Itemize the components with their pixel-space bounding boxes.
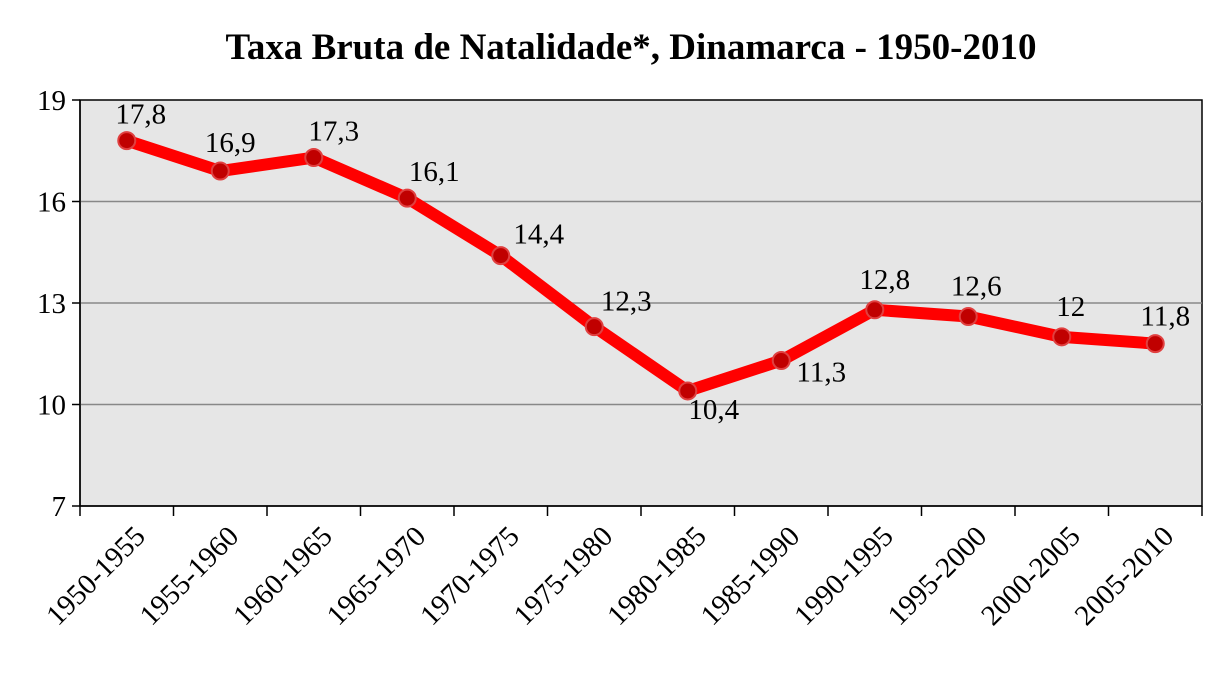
y-tick-label: 19	[37, 85, 66, 117]
data-label: 12	[1056, 291, 1085, 323]
y-tick-label: 7	[52, 491, 67, 523]
chart-title: Taxa Bruta de Natalidade*, Dinamarca - 1…	[225, 27, 1037, 68]
data-label: 16,9	[205, 127, 256, 159]
x-tick-label: 2000-2005	[975, 520, 1086, 631]
data-point-marker	[771, 351, 791, 371]
data-point-marker	[397, 188, 417, 208]
x-tick-label: 1975-1980	[508, 520, 619, 631]
y-tick-label: 13	[37, 288, 66, 320]
data-point-marker	[958, 307, 978, 327]
x-tick-label: 1955-1960	[134, 520, 245, 631]
data-label: 12,6	[951, 271, 1002, 303]
x-tick-label: 1965-1970	[321, 520, 432, 631]
x-tick-label: 1995-2000	[882, 520, 993, 631]
data-label: 11,3	[796, 357, 846, 389]
data-label: 14,4	[513, 219, 564, 251]
series-line	[120, 134, 1162, 397]
y-tick-label: 10	[37, 390, 66, 422]
x-tick-label: 1970-1975	[414, 520, 525, 631]
data-label: 12,8	[859, 264, 910, 296]
data-point-marker	[491, 246, 511, 266]
x-tick-label: 1990-1995	[788, 520, 899, 631]
data-point-marker	[1052, 327, 1072, 347]
data-point-marker	[304, 148, 324, 168]
series-line-group	[117, 131, 1165, 401]
data-label: 17,3	[308, 116, 359, 148]
x-tick-label: 2005-2010	[1069, 520, 1180, 631]
data-label: 16,1	[409, 156, 460, 188]
x-tick-label: 1980-1985	[601, 520, 712, 631]
x-tick-label: 1950-1955	[40, 520, 151, 631]
data-point-marker	[1145, 334, 1165, 354]
data-labels: 17,8 16,9 17,3 16,1 14,4 12,3 10,4 11,3 12,8 12,6…	[115, 99, 1190, 426]
x-tick-label: 1985-1990	[695, 520, 806, 631]
data-label: 10,4	[688, 394, 739, 426]
data-point-marker	[117, 131, 137, 151]
y-tick-label: 16	[37, 187, 66, 219]
data-label: 11,8	[1140, 301, 1190, 333]
data-point-marker	[210, 161, 230, 181]
data-label: 12,3	[601, 286, 652, 318]
data-point-marker	[865, 300, 885, 320]
gridlines	[80, 200, 1202, 406]
data-point-marker	[584, 317, 604, 337]
x-tick-label: 1960-1965	[227, 520, 338, 631]
data-point-marker	[678, 381, 698, 401]
data-label: 17,8	[115, 99, 166, 131]
